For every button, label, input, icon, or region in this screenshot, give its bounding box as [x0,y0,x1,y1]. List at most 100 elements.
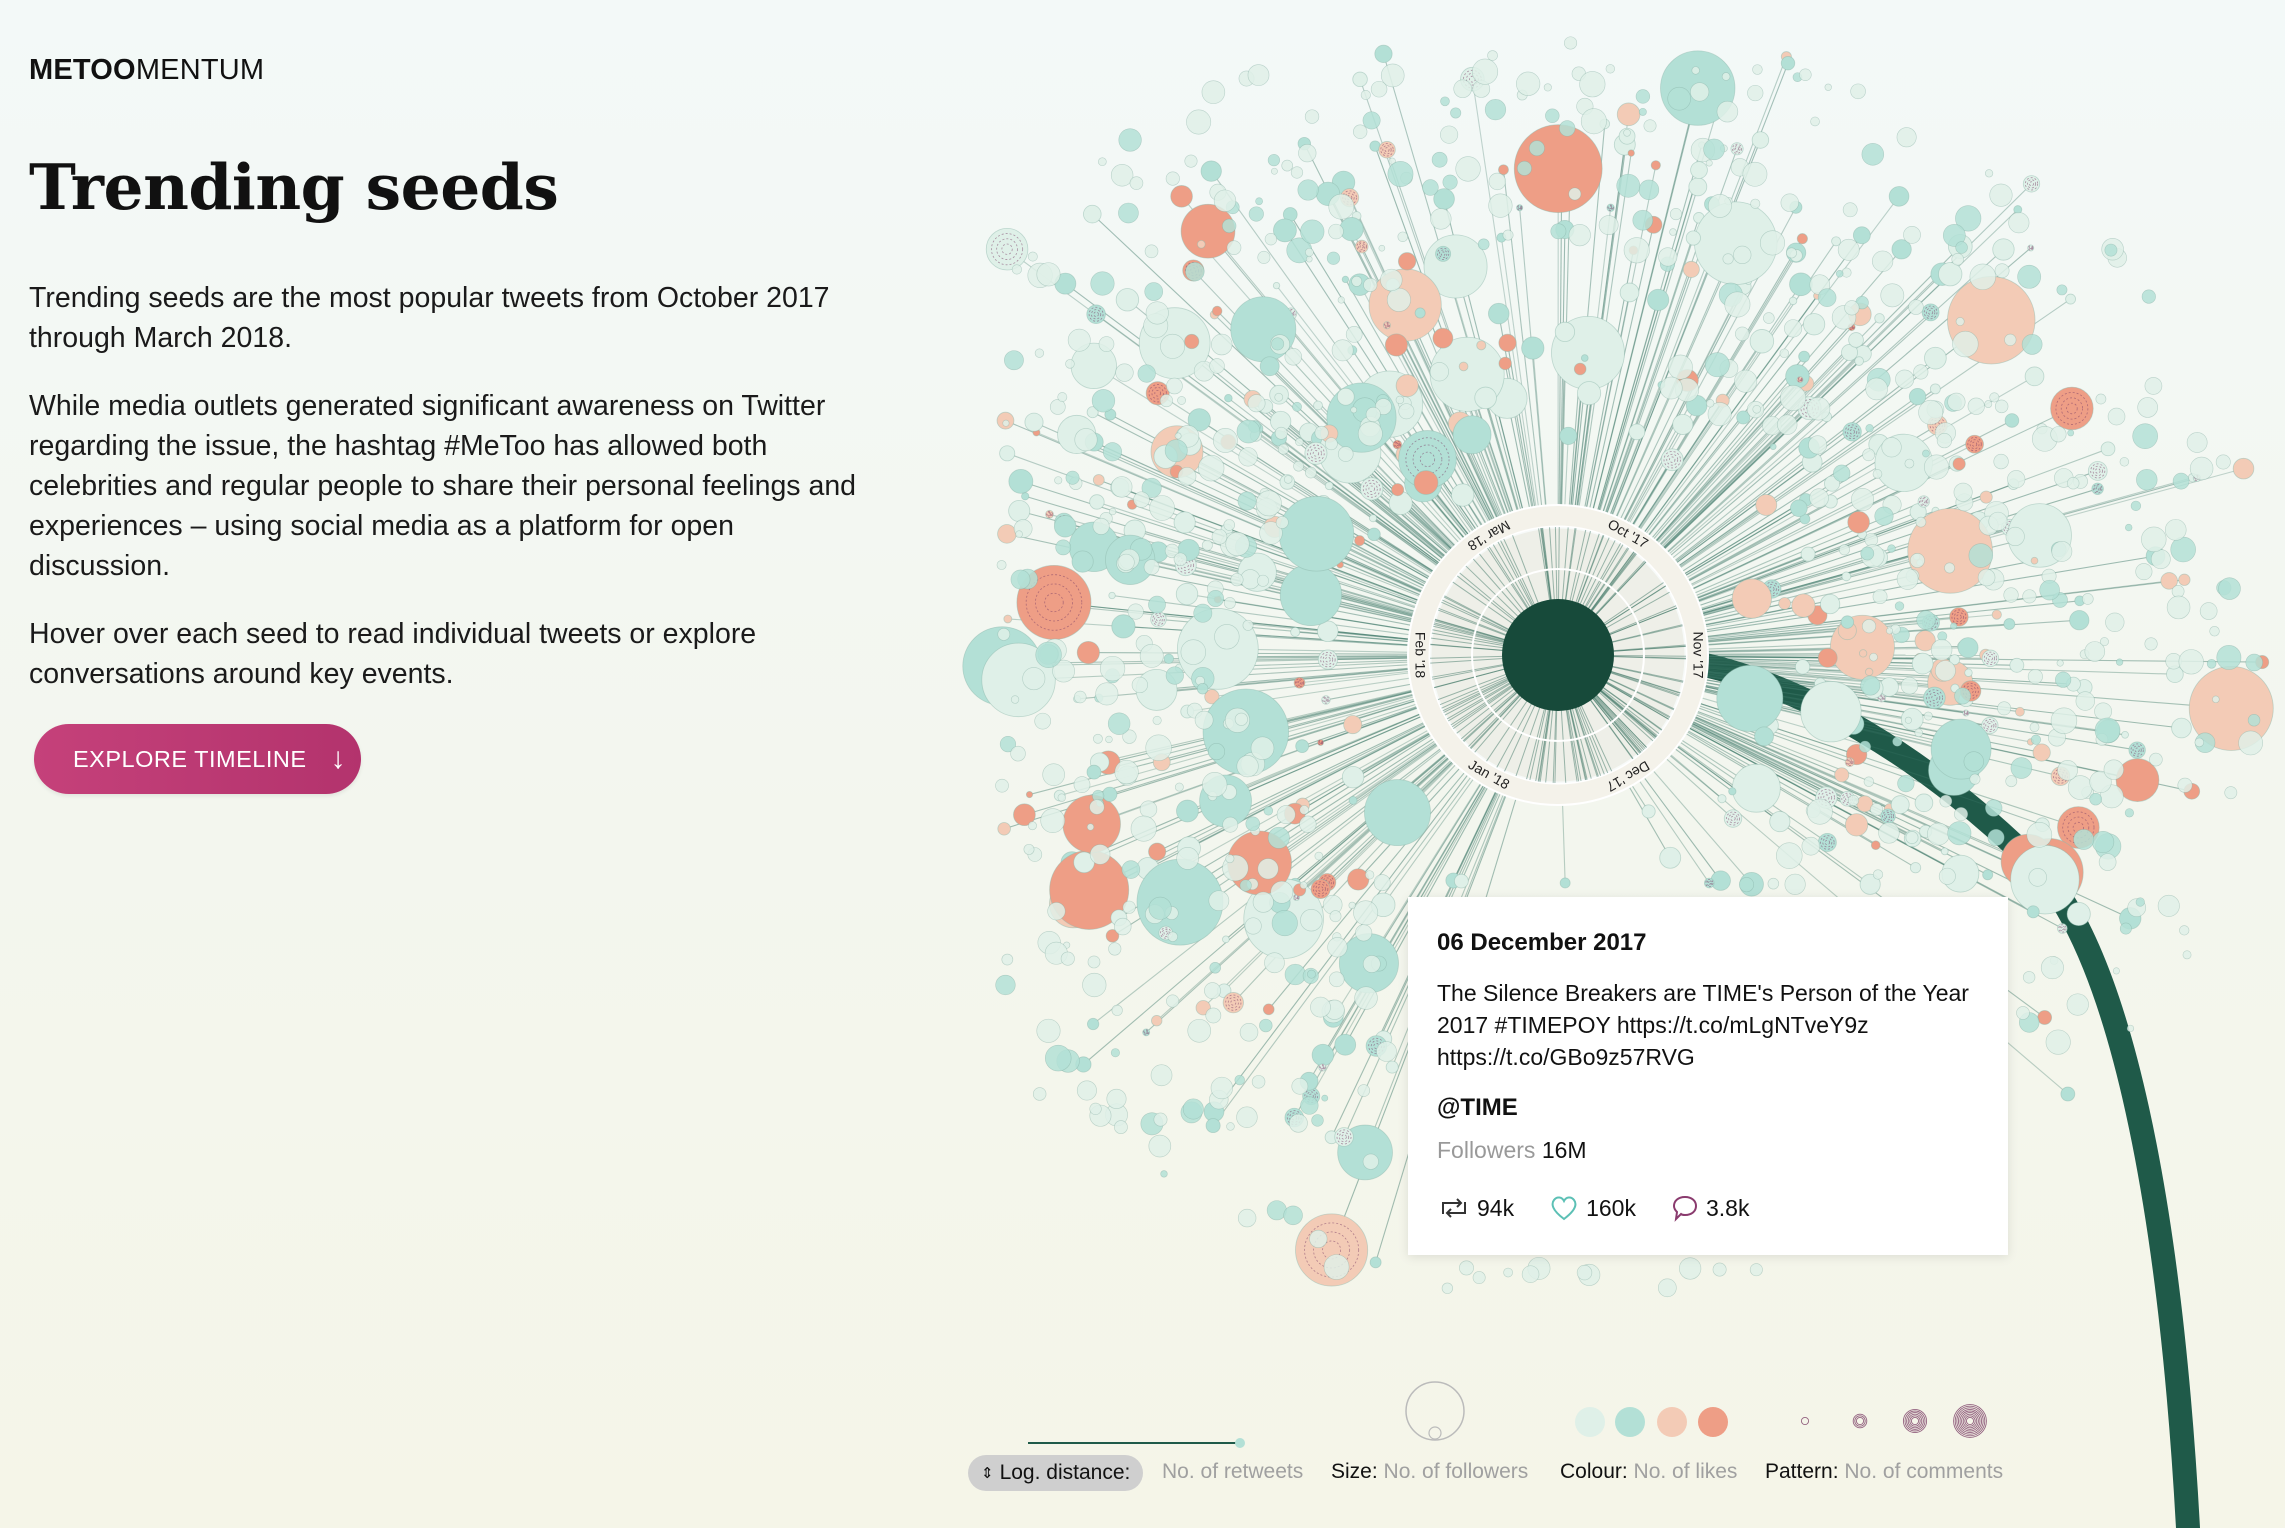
core-line [1431,637,1504,649]
brand-logo[interactable]: METOOMENTUM [29,54,264,87]
seed [1628,423,1646,441]
seed-pattern-ring [1384,147,1390,153]
seed [1957,637,1979,659]
seed-line [1685,521,1859,598]
seed [1173,511,1196,534]
legend-pattern-ring [1953,1404,1987,1438]
seed-cluster [1860,546,1875,561]
seed [1488,302,1510,325]
seed-cluster [1236,419,1261,444]
explore-timeline-button[interactable]: EXPLORE TIMELINE ↓ [34,724,361,794]
seed-cluster [1897,774,1915,793]
legend-distance-dot [1235,1438,1245,1448]
seed-cluster [1234,712,1248,726]
seed-cluster [1180,639,1207,665]
legend-colour: Colour: No. of likes [1560,1452,1737,1492]
seed [1848,332,1864,348]
seed-cluster [1092,517,1110,535]
legend-pattern-ring [1907,1413,1923,1429]
seed-cluster [1963,751,1984,772]
seed-cluster [1176,847,1200,870]
seed-cluster [1270,167,1278,175]
seed-pattern-ring [2095,486,2100,491]
seed-cluster [1223,597,1236,609]
seed-pattern-ring [1823,794,1830,801]
retweet-count: 94k [1477,1194,1515,1221]
core-line [1488,546,1529,609]
seeds-layer [962,36,2274,1298]
legend-pattern: Pattern: No. of comments [1765,1452,2003,1492]
seed-cluster [1934,660,1956,682]
brand-rest: MENTUM [135,54,265,86]
seed-cluster [1211,528,1228,545]
tooltip-user-handle: @TIME [1437,1094,1518,1121]
seed-cluster [2021,334,2043,355]
seed-cluster [2144,637,2158,651]
seed-cluster [1328,971,1345,988]
seed-cluster [2005,775,2018,788]
seed [1573,362,1587,376]
seed-cluster [1955,205,1982,232]
seed-cluster [1284,963,1306,986]
seed-pattern-ring [1321,1066,1324,1069]
seed-line [1328,485,1447,571]
seed-cluster [1108,507,1117,516]
seed-pattern-ring [1382,145,1392,155]
date-ring-inner [1428,525,1688,785]
seed-pattern-ring [1317,886,1324,892]
core-line [1439,675,1508,706]
seed-cluster [1895,369,1915,389]
core-line [1589,699,1634,759]
log-distance-toggle[interactable]: ⇕ Log. distance: [968,1455,1144,1491]
seed-cluster [1115,363,1134,382]
core-line [1602,686,1663,731]
seed-cluster [2107,407,2126,426]
seed-cluster [1977,568,1996,587]
seed-line [1352,700,1426,726]
seed-cluster [2124,808,2134,818]
seed-pattern-ring [1306,1091,1316,1101]
core-line [1602,686,1662,731]
seed-cluster [1284,348,1302,366]
seed-pattern-ring [1440,251,1446,257]
seed [1013,803,1036,827]
core-line [1470,694,1521,750]
legend-pattern-ring [1909,1415,1921,1427]
seed-cluster [1947,392,1966,411]
core-line [1540,528,1552,601]
seed-cluster [2045,1029,2071,1055]
seed-pattern-ring [2092,465,2103,477]
seed-line [1697,662,2074,685]
seed-cluster [2094,717,2121,744]
core-line [1603,582,1664,625]
core-line [1591,697,1639,756]
seed-cluster [1345,326,1363,343]
seed-cluster [1440,96,1450,107]
seed-line [1506,342,1537,517]
seed-pattern-ring [1847,759,1853,765]
seed-pattern-ring [1324,879,1330,885]
seed [1348,796,1358,805]
seed-line [1601,203,1713,523]
legend-colour-swatch [1575,1407,1605,1437]
seed-line [1653,352,1850,554]
seed [2032,743,2051,762]
core-line [1432,629,1505,645]
seed [1672,413,1694,435]
seed-pattern-ring [2029,181,2034,187]
seed-cluster [1362,955,1381,973]
seed [1053,515,1077,538]
seed-line [1595,169,1700,521]
seed [1688,177,1708,197]
seed [1755,494,1778,516]
seed-cluster [1784,319,1803,338]
seed [1454,873,1469,889]
seed-line [1682,718,1848,800]
seed-cluster [1989,392,2000,403]
seed-line [1658,751,1734,819]
seed [1196,239,1206,249]
seed-pattern-ring [1315,883,1326,895]
seed-cluster [1133,491,1150,508]
seed-cluster [1209,358,1225,374]
